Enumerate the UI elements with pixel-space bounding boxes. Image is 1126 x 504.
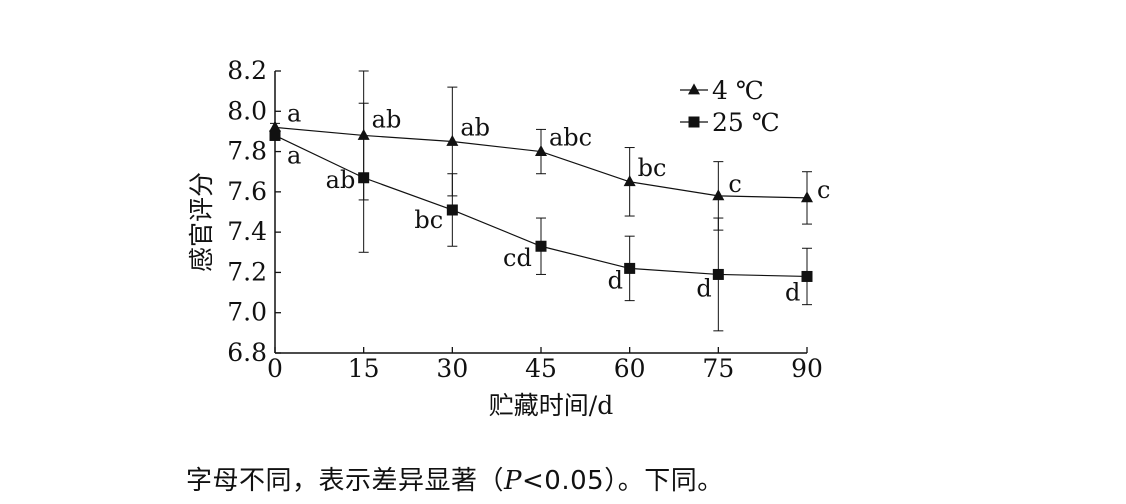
y-tick-label: 7.6 [227, 177, 267, 206]
y-tick-label: 7.2 [227, 257, 267, 286]
series-25c-significance-letter: d [785, 278, 800, 306]
x-tick-label: 30 [436, 354, 468, 383]
series-25c-point [801, 270, 813, 282]
chart: 6.8 7.0 7.2 7.4 7.6 7.8 8.0 8.2 0 15 30 45 60 75 90 贮藏时… [187, 56, 830, 420]
series-25c-significance-letter: cd [503, 244, 532, 272]
series-4c-point [801, 191, 813, 203]
y-axis-title: 感官评分 [187, 172, 216, 272]
y-tick-label: 7.4 [227, 217, 267, 246]
series-25c-point [446, 204, 458, 216]
series-4c-significance-letter: c [728, 170, 741, 198]
x-tick-label: 15 [348, 354, 380, 383]
x-axis-title: 贮藏时间/d [489, 391, 613, 420]
y-tick-label: 8.0 [227, 96, 267, 125]
series-25c-significance-letter: ab [326, 166, 356, 194]
series-25c-point [358, 172, 370, 184]
series-4c-point [623, 175, 636, 187]
series-4c-significance-letter: abc [549, 124, 592, 152]
series-25c-point [269, 129, 281, 141]
legend-4c-label: 4 ℃ [712, 76, 764, 105]
series-25c-point [624, 262, 636, 274]
y-tick-label: 8.2 [227, 56, 267, 85]
series-25c-significance-letter: a [287, 141, 301, 169]
legend-25c-marker [688, 116, 700, 128]
caption-suffix: ）。下同。 [604, 466, 724, 496]
series-4c-significance-letter: ab [372, 105, 402, 133]
series-25c-significance-letter: d [696, 274, 711, 302]
caption-p-symbol: P [504, 466, 523, 496]
series-4c-point [446, 134, 459, 146]
series-25c-significance-letter: bc [414, 206, 443, 234]
y-tick-label: 7.8 [227, 137, 267, 166]
series-4c-significance-letter: c [817, 176, 830, 204]
series-25c-point [712, 268, 724, 280]
series-4c-point [535, 144, 547, 156]
x-tick-label: 60 [614, 354, 646, 383]
series-4c-point [269, 120, 281, 132]
caption-prefix: 字母不同，表示差异显著（ [186, 466, 505, 496]
x-tick-label: 75 [702, 354, 734, 383]
series-4c-significance-letter: ab [460, 114, 490, 142]
x-tick-label: 45 [525, 354, 557, 383]
series-25c-significance-letter: d [608, 266, 623, 294]
x-tick-label: 90 [791, 354, 823, 383]
legend-4c-marker [688, 83, 700, 95]
y-tick-label: 6.8 [227, 338, 267, 367]
y-tick-label: 7.0 [227, 298, 267, 327]
caption-condition: <0.05 [522, 466, 605, 496]
figure-caption: 字母不同，表示差异显著（P<0.05）。下同。 [186, 460, 724, 497]
series-4c-significance-letter: bc [638, 154, 667, 182]
series-4c-significance-letter: a [287, 99, 301, 127]
series-4c-point [712, 189, 725, 201]
x-tick-label: 0 [267, 354, 283, 383]
series-25c-point [535, 240, 547, 252]
legend-25c-label: 25 ℃ [712, 108, 780, 137]
